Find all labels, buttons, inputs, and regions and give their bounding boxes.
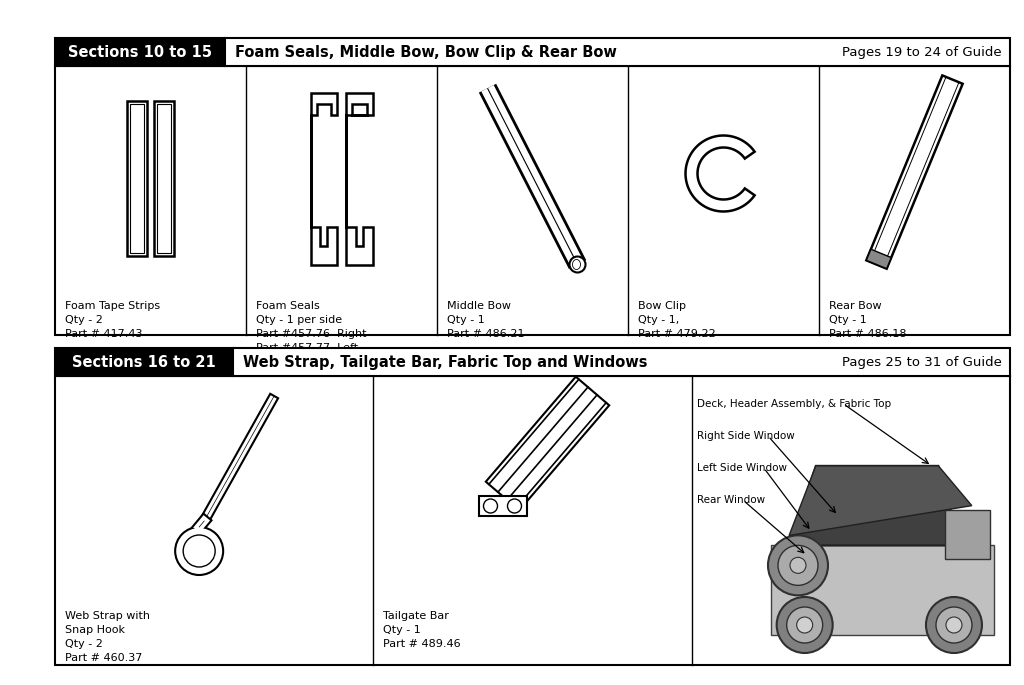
Circle shape	[768, 536, 828, 595]
Bar	[157, 104, 171, 253]
Ellipse shape	[572, 260, 581, 269]
Circle shape	[786, 607, 822, 643]
Bar	[55, 376, 1010, 665]
Polygon shape	[790, 466, 972, 536]
Circle shape	[926, 597, 982, 653]
Text: Web Strap with
Snap Hook
Qty - 2
Part # 460.37: Web Strap with Snap Hook Qty - 2 Part # …	[65, 611, 150, 663]
Circle shape	[936, 607, 972, 643]
Bar	[127, 101, 147, 256]
Circle shape	[778, 545, 818, 586]
Bar	[55, 348, 233, 376]
Polygon shape	[866, 249, 891, 269]
Text: Foam Seals, Middle Bow, Bow Clip & Rear Bow: Foam Seals, Middle Bow, Bow Clip & Rear …	[234, 45, 616, 60]
Text: Pages 19 to 24 of Guide: Pages 19 to 24 of Guide	[843, 45, 1002, 58]
Text: Middle Bow
Qty - 1
Part # 486.21: Middle Bow Qty - 1 Part # 486.21	[447, 301, 524, 339]
Polygon shape	[346, 92, 373, 264]
Bar	[225, 38, 1010, 66]
Bar	[478, 496, 526, 516]
Bar	[130, 104, 144, 253]
Ellipse shape	[569, 256, 586, 273]
Text: Tailgate Bar
Qty - 1
Part # 489.46: Tailgate Bar Qty - 1 Part # 489.46	[383, 611, 461, 649]
Text: Left Side Window: Left Side Window	[696, 463, 786, 473]
Bar	[55, 38, 225, 66]
Bar	[233, 348, 1010, 376]
Circle shape	[797, 617, 813, 633]
Bar	[55, 66, 1010, 335]
Circle shape	[483, 499, 498, 513]
Text: Right Side Window: Right Side Window	[696, 431, 795, 441]
Bar	[771, 545, 994, 635]
Text: Sections 16 to 21: Sections 16 to 21	[72, 355, 216, 369]
Bar	[154, 101, 174, 256]
Text: Bow Clip
Qty - 1,
Part # 479.22: Bow Clip Qty - 1, Part # 479.22	[638, 301, 716, 339]
Circle shape	[183, 535, 215, 567]
Polygon shape	[866, 75, 963, 269]
Circle shape	[790, 558, 806, 573]
Circle shape	[508, 499, 521, 513]
Polygon shape	[201, 394, 279, 523]
Text: Rear Bow
Qty - 1
Part # 486.18: Rear Bow Qty - 1 Part # 486.18	[829, 301, 906, 339]
Text: Foam Seals
Qty - 1 per side
Part #457.76  Right
Part #457.77  Left: Foam Seals Qty - 1 per side Part #457.76…	[256, 301, 367, 353]
Text: Web Strap, Tailgate Bar, Fabric Top and Windows: Web Strap, Tailgate Bar, Fabric Top and …	[243, 355, 647, 369]
Polygon shape	[685, 136, 755, 212]
Text: Deck, Header Assembly, & Fabric Top: Deck, Header Assembly, & Fabric Top	[696, 399, 891, 409]
Bar	[945, 510, 989, 560]
Text: Rear Window: Rear Window	[696, 495, 765, 505]
Circle shape	[776, 597, 833, 653]
Circle shape	[175, 527, 223, 575]
Circle shape	[946, 617, 962, 633]
Polygon shape	[310, 92, 337, 264]
Text: Foam Tape Strips
Qty - 2
Part # 417.43: Foam Tape Strips Qty - 2 Part # 417.43	[65, 301, 160, 339]
Text: Pages 25 to 31 of Guide: Pages 25 to 31 of Guide	[842, 356, 1002, 369]
Polygon shape	[790, 466, 961, 545]
Text: Sections 10 to 15: Sections 10 to 15	[68, 45, 212, 60]
